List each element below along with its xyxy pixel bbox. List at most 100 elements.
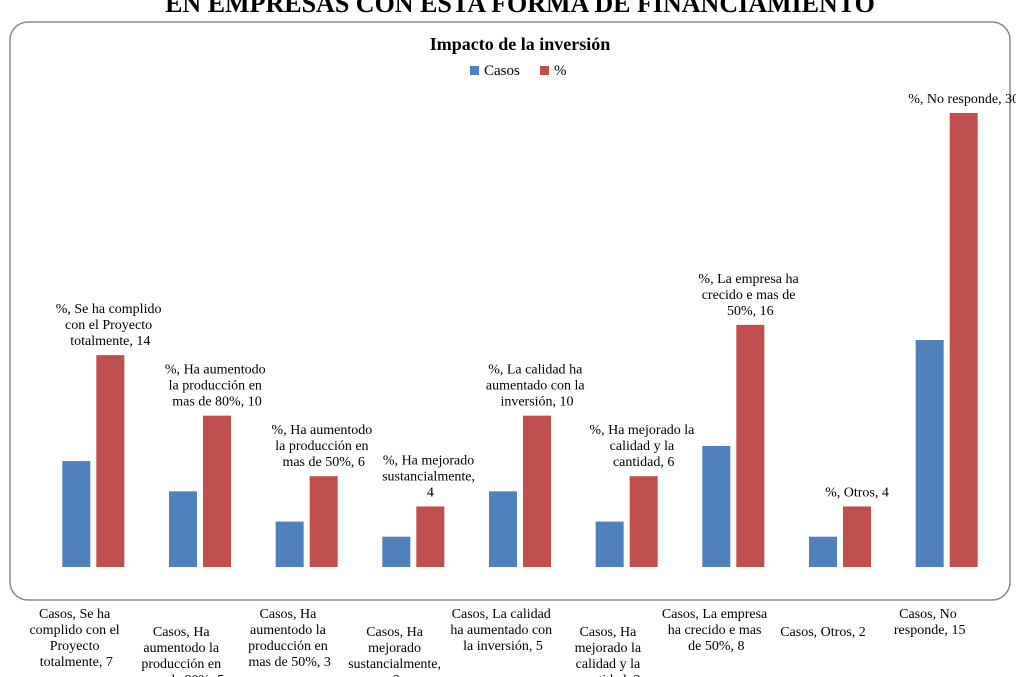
label-part: producción bbox=[248, 639, 314, 654]
label-part: Ha bbox=[184, 363, 204, 378]
label-part: el bbox=[110, 623, 124, 638]
label-line: %, Ha mejorado bbox=[383, 453, 478, 468]
label-line: Casos, No bbox=[899, 607, 960, 622]
label-part: 80%, bbox=[215, 395, 248, 410]
label-line: 4 bbox=[427, 485, 434, 500]
label-part: 2 bbox=[859, 625, 866, 640]
label-part: 15 bbox=[951, 623, 965, 638]
label-part: Casos, bbox=[366, 625, 406, 640]
label-part: aumentodo bbox=[203, 363, 269, 378]
label-part: 5 bbox=[536, 639, 543, 654]
label-line: sustancialmente, bbox=[348, 657, 444, 672]
label-part: aumentodo bbox=[143, 641, 209, 656]
label-part: de bbox=[275, 655, 292, 670]
label-line: mas de 50%, 6 bbox=[282, 455, 364, 470]
label-part: %, bbox=[488, 363, 507, 378]
label-line: producción en bbox=[248, 639, 331, 654]
label-part: mas bbox=[172, 395, 198, 410]
label-part: mas bbox=[739, 623, 765, 638]
label-part: La bbox=[507, 363, 525, 378]
data-label: Casos, Ha aumentodo la producción en mas… bbox=[141, 625, 224, 677]
label-line: la inversión, 5 bbox=[463, 639, 543, 654]
label-line: aumentado con la bbox=[486, 379, 588, 394]
legend-label: % bbox=[554, 63, 567, 79]
legend-label: Casos bbox=[484, 63, 520, 79]
label-part: totalmente, bbox=[40, 655, 106, 670]
label-part: 8 bbox=[738, 639, 745, 654]
label-part: aumentado bbox=[467, 623, 532, 638]
label-part: 2 bbox=[393, 673, 400, 677]
data-label: Casos, La calidad ha aumentado con la in… bbox=[450, 607, 555, 654]
label-part: mas bbox=[282, 455, 308, 470]
label-line: Casos, La empresa bbox=[662, 607, 771, 622]
label-part: producción bbox=[141, 657, 207, 672]
label-part: %, bbox=[589, 423, 608, 438]
label-line: mejorado bbox=[368, 641, 424, 656]
label-line: aumentodo la bbox=[250, 623, 329, 638]
data-label: %, Ha aumentodo la producción en mas de … bbox=[272, 423, 376, 470]
label-part: %, bbox=[272, 423, 291, 438]
label-part: No bbox=[940, 607, 961, 622]
label-line: Casos, Ha bbox=[580, 625, 640, 640]
label-part: ha bbox=[450, 623, 467, 638]
label-part: calidad bbox=[610, 439, 654, 454]
label-line: inversión, 10 bbox=[500, 395, 573, 410]
label-part: Casos, bbox=[452, 607, 492, 622]
label-line: Casos, Ha bbox=[260, 607, 320, 622]
label-line: totalmente, 14 bbox=[70, 334, 150, 349]
data-label: %, Otros, 4 bbox=[825, 485, 889, 500]
data-label: Casos, No responde, 15 bbox=[894, 607, 966, 638]
label-line: responde, 15 bbox=[894, 623, 966, 638]
label-part: con bbox=[532, 623, 556, 638]
label-part: Proyecto bbox=[102, 318, 155, 333]
label-part: Ha bbox=[608, 423, 628, 438]
label-line: calidad y la bbox=[610, 439, 678, 454]
label-line: cantidad, 6 bbox=[613, 455, 674, 470]
label-part: totalmente, bbox=[70, 334, 136, 349]
data-label: %, No responde, 30 bbox=[908, 92, 1016, 107]
label-part: empresa bbox=[735, 272, 785, 287]
label-part: Ha bbox=[620, 625, 640, 640]
label-part: de bbox=[168, 673, 185, 677]
label-line: 50%, 16 bbox=[727, 304, 774, 319]
label-part: Casos, bbox=[899, 607, 939, 622]
label-part: mas bbox=[248, 655, 274, 670]
label-line: complido con el bbox=[29, 623, 123, 638]
bar bbox=[809, 536, 837, 567]
label-part: crecido bbox=[702, 288, 747, 303]
label-line: aumentodo la bbox=[143, 641, 222, 656]
label-line: mas de 80%, 5 bbox=[142, 673, 224, 677]
label-part: 10 bbox=[560, 395, 574, 410]
label-part: 4 bbox=[427, 485, 434, 500]
label-line: sustancialmente, bbox=[382, 469, 478, 484]
data-label: %, Ha aumentodo la producción en mas de … bbox=[165, 363, 269, 410]
label-part: La bbox=[492, 607, 510, 622]
data-label: Casos, La empresa ha crecido e mas de 50… bbox=[662, 607, 771, 654]
label-part: Ha bbox=[290, 423, 310, 438]
label-part: aumentodo bbox=[250, 623, 316, 638]
label-line: Casos, Ha bbox=[153, 625, 213, 640]
label-part: de bbox=[782, 288, 799, 303]
label-part: producción bbox=[289, 439, 355, 454]
label-part: y bbox=[620, 657, 631, 672]
label-part: Casos, bbox=[153, 625, 193, 640]
label-part: Ha bbox=[193, 625, 213, 640]
label-line: mejorado la bbox=[575, 641, 645, 656]
label-line: Proyecto bbox=[50, 639, 103, 654]
label-line: totalmente, 7 bbox=[40, 655, 113, 670]
label-part: Se bbox=[79, 607, 97, 622]
data-label: Casos, Ha aumentodo la producción en mas… bbox=[248, 607, 331, 670]
label-line: Casos, Ha bbox=[366, 625, 426, 640]
label-line: %, Ha aumentodo bbox=[272, 423, 376, 438]
label-part: mejorado bbox=[421, 453, 477, 468]
bar bbox=[523, 415, 551, 567]
data-label: Casos, Ha mejorado sustancialmente, 2 bbox=[348, 625, 444, 677]
label-part: La bbox=[702, 607, 720, 622]
label-part: con bbox=[551, 379, 575, 394]
label-line: %, Otros, 4 bbox=[825, 485, 889, 500]
label-part: inversión, bbox=[477, 639, 536, 654]
label-part: la bbox=[631, 641, 645, 656]
label-part: la bbox=[575, 379, 589, 394]
label-part: 6 bbox=[358, 455, 365, 470]
